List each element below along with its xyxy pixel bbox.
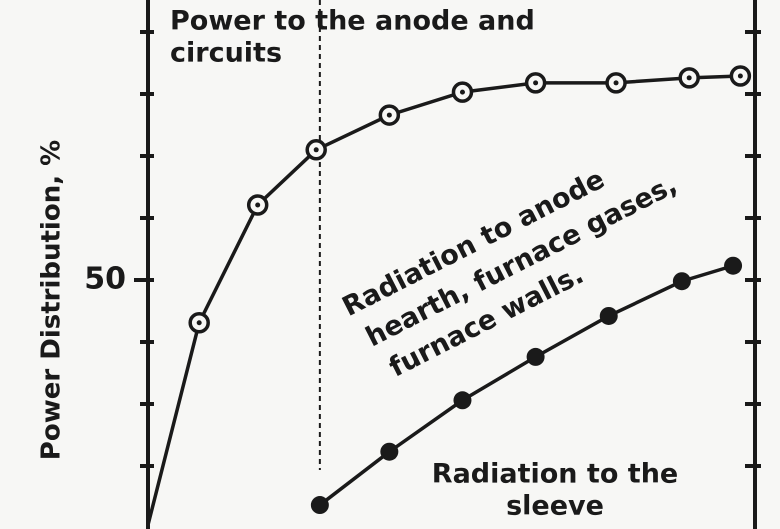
point-dot <box>459 89 465 95</box>
point <box>310 496 329 515</box>
y-axis-label: Power Distribution, % <box>37 140 67 460</box>
point-dot <box>313 147 319 153</box>
point <box>724 256 743 275</box>
point <box>599 306 618 325</box>
point-dot <box>613 80 619 86</box>
annotation: circuits <box>170 38 282 69</box>
point-dot <box>255 202 261 208</box>
series-line <box>146 74 741 526</box>
point-dot <box>686 75 692 81</box>
point-dot <box>196 320 202 326</box>
point <box>453 391 472 410</box>
point <box>380 442 399 461</box>
annotation: Radiation to the <box>432 459 678 490</box>
point <box>526 347 545 366</box>
point <box>672 272 691 291</box>
annotation: Power to the anode and <box>170 6 535 37</box>
point-dot <box>737 73 743 79</box>
point-dot <box>386 112 392 118</box>
point-dot <box>533 80 539 86</box>
y-tick-label: 50 <box>84 262 126 297</box>
annotation: sleeve <box>506 491 604 522</box>
